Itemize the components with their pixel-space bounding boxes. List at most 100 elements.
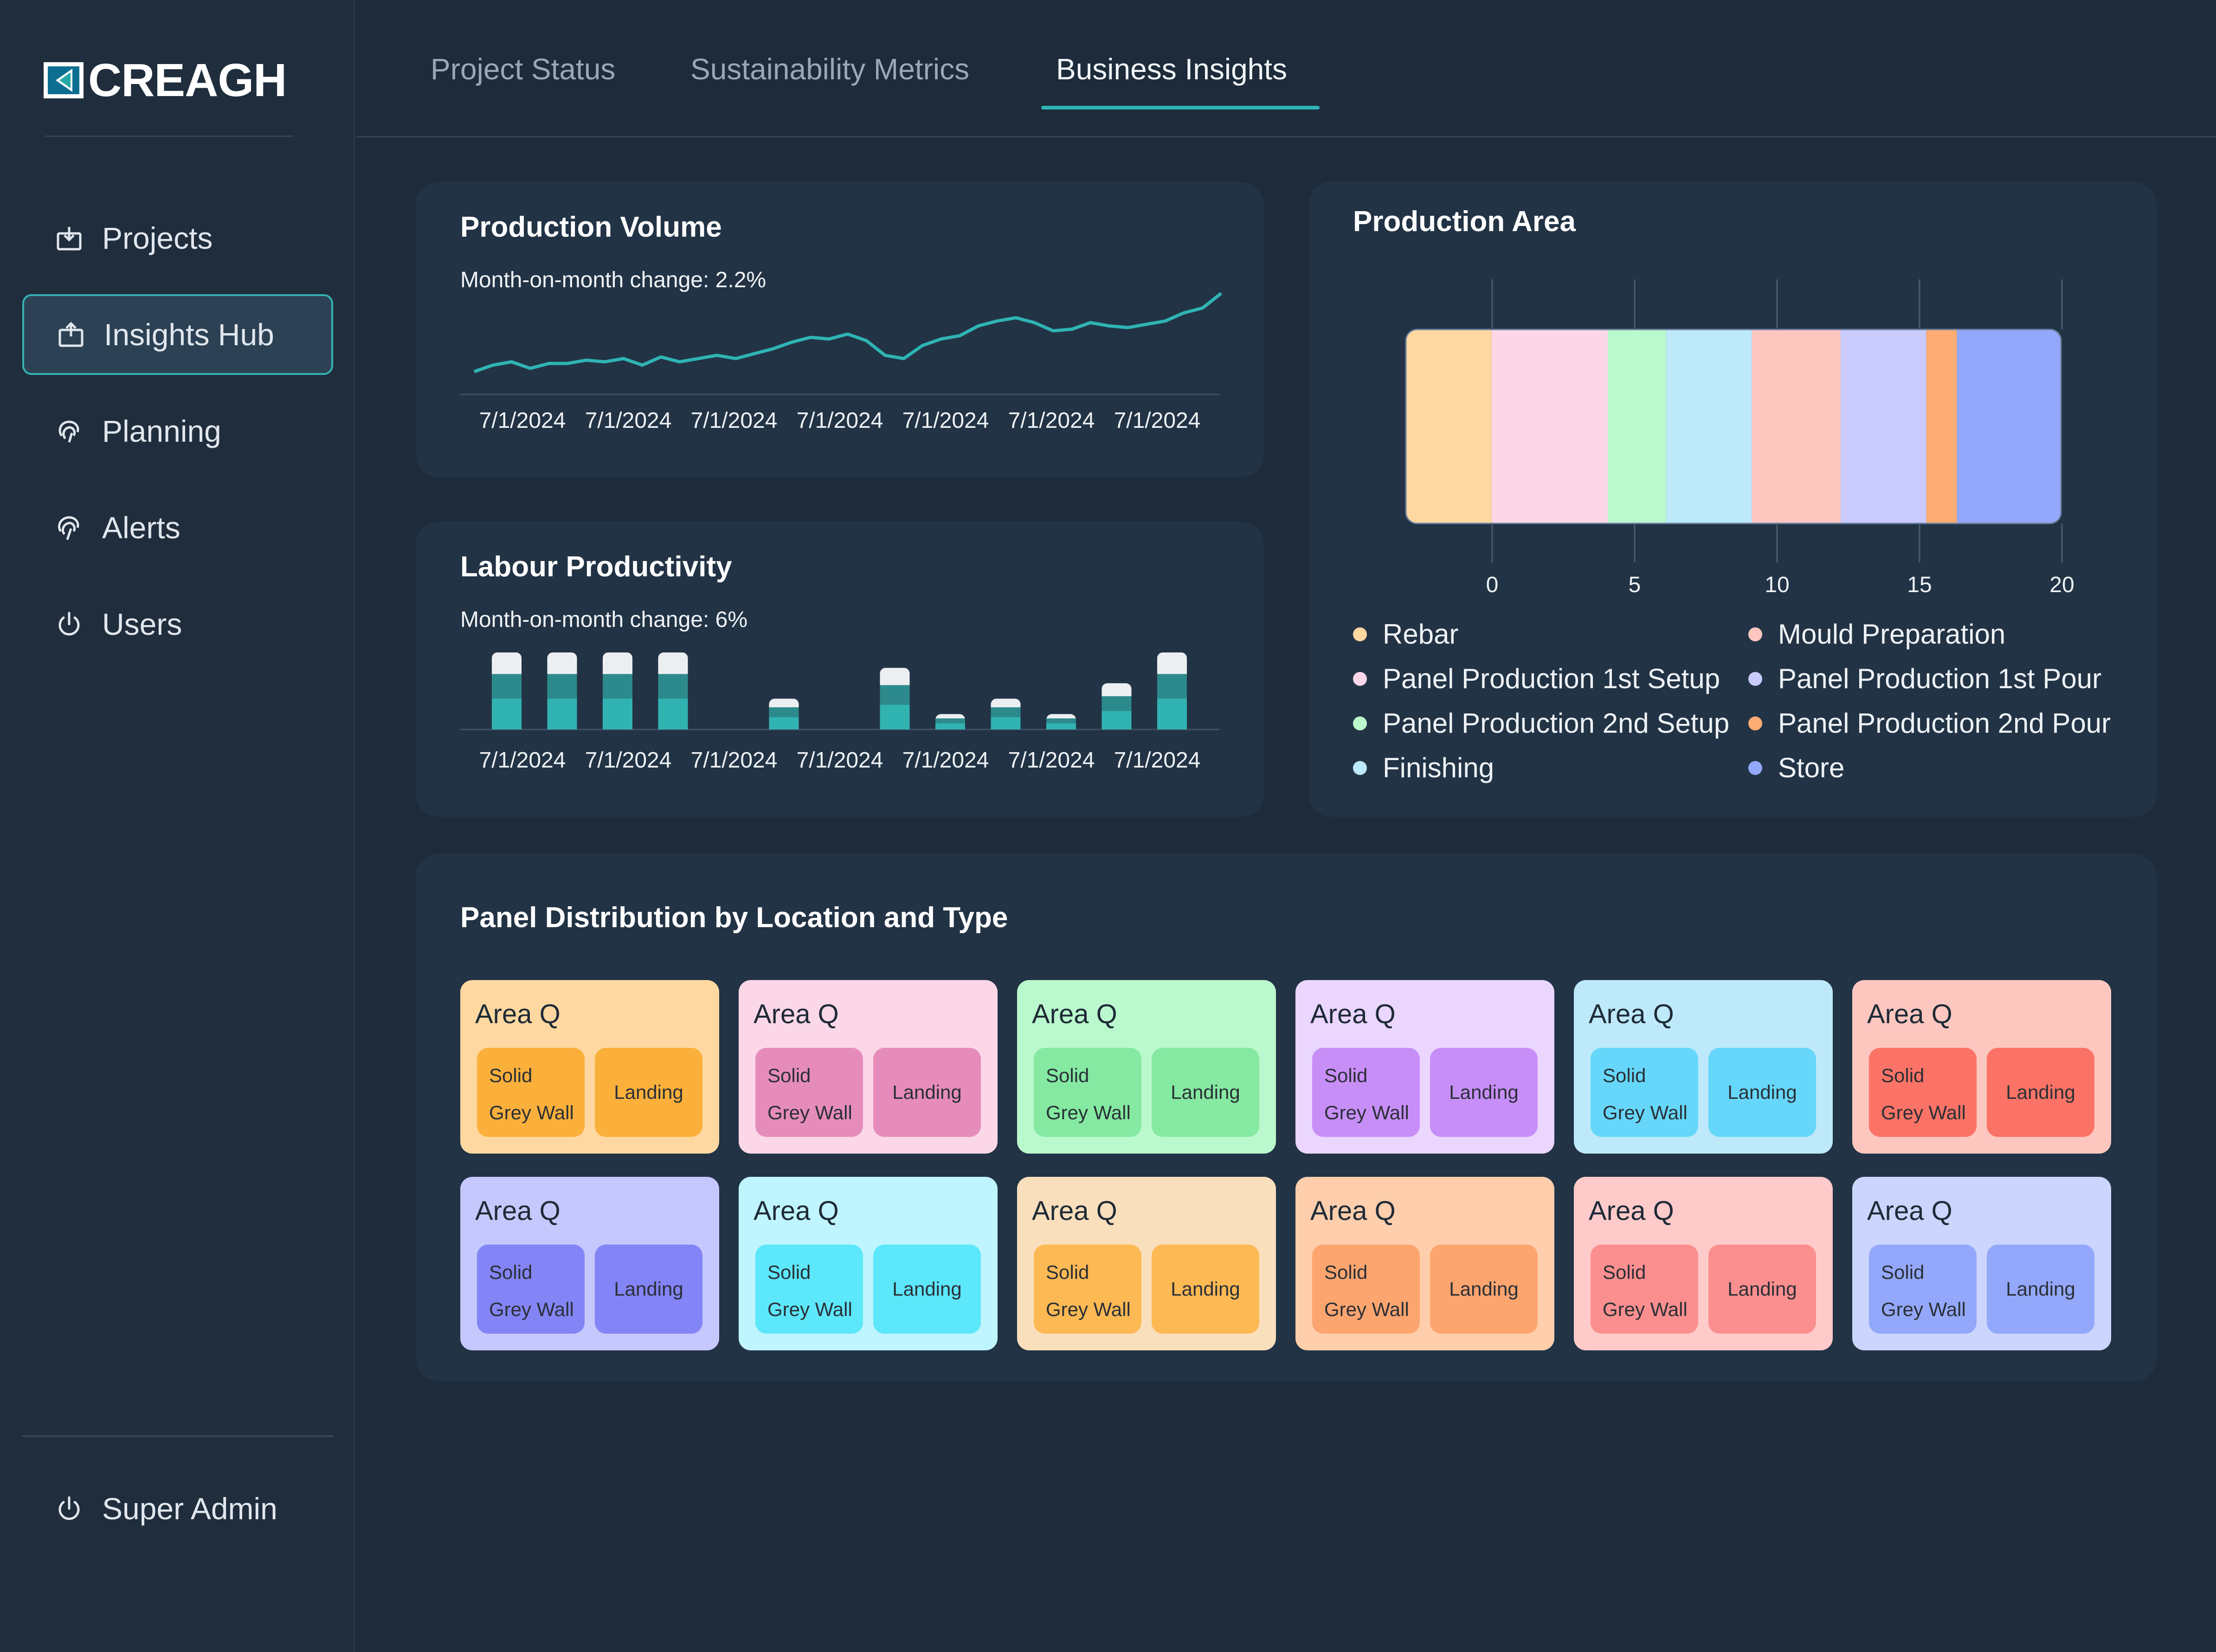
chip-solid-grey-wall[interactable]: Solid Grey Wall xyxy=(477,1245,585,1334)
chip-landing[interactable]: Landing xyxy=(873,1048,981,1137)
chip-landing[interactable]: Landing xyxy=(1152,1245,1259,1334)
card-title: Labour Productivity xyxy=(460,551,732,583)
chip-label: Landing xyxy=(1727,1081,1797,1103)
x-tick-label: 7/1/2024 xyxy=(797,748,883,773)
chip-solid-grey-wall[interactable]: Solid Grey Wall xyxy=(1869,1048,1977,1137)
sidebar-item-planning[interactable]: Planning xyxy=(22,391,333,471)
legend-swatch xyxy=(1748,716,1762,730)
legend-label: Panel Production 1st Setup xyxy=(1383,663,1720,694)
chip-label: Grey Wall xyxy=(489,1298,574,1320)
x-tick-label: 0 xyxy=(1486,573,1499,597)
chip-landing[interactable]: Landing xyxy=(595,1048,702,1137)
area-card[interactable]: Area Q Solid Grey Wall Landing xyxy=(1295,980,1554,1154)
area-card[interactable]: Area Q Solid Grey Wall Landing xyxy=(460,1177,719,1350)
production-volume-chart: 7/1/2024 7/1/2024 7/1/2024 7/1/2024 7/1/2024… xyxy=(460,292,1223,433)
x-tick-label: 5 xyxy=(1629,573,1641,597)
chip-solid-grey-wall[interactable]: Solid Grey Wall xyxy=(1312,1048,1420,1137)
legend-swatch xyxy=(1748,761,1762,775)
chip-solid-grey-wall[interactable]: Solid Grey Wall xyxy=(1312,1245,1420,1334)
sidebar-item-super-admin[interactable]: Super Admin xyxy=(22,1468,333,1549)
chip-solid-grey-wall[interactable]: Solid Grey Wall xyxy=(477,1048,585,1137)
legend-swatch xyxy=(1748,671,1762,686)
legend-swatch xyxy=(1353,761,1367,775)
card-title: Production Volume xyxy=(460,211,722,243)
chip-landing[interactable]: Landing xyxy=(1708,1245,1816,1334)
planning-icon xyxy=(54,416,84,446)
chip-label: Solid xyxy=(1324,1065,1368,1086)
brand-logo[interactable]: CREAGH xyxy=(44,57,287,103)
area-card[interactable]: Area Q Solid Grey Wall Landing xyxy=(739,1177,998,1350)
chip-landing[interactable]: Landing xyxy=(1708,1048,1816,1137)
chip-solid-grey-wall[interactable]: Solid Grey Wall xyxy=(1591,1245,1698,1334)
x-tick-label: 7/1/2024 xyxy=(1008,748,1095,773)
tab-project-status[interactable]: Project Status xyxy=(431,52,616,86)
chip-label: Grey Wall xyxy=(1881,1298,1966,1320)
legend-label: Rebar xyxy=(1383,619,1459,650)
x-tick-label: 7/1/2024 xyxy=(585,748,672,773)
x-tick-label: 7/1/2024 xyxy=(902,748,989,773)
legend-label: Panel Production 2nd Setup xyxy=(1383,708,1730,739)
chip-solid-grey-wall[interactable]: Solid Grey Wall xyxy=(1591,1048,1698,1137)
chip-label: Grey Wall xyxy=(767,1298,852,1320)
x-tick-label: 7/1/2024 xyxy=(1114,408,1201,433)
area-title: Area Q xyxy=(1867,999,1952,1029)
bar-segment xyxy=(1926,329,1957,523)
sidebar-divider xyxy=(22,1435,333,1437)
area-card[interactable]: Area Q Solid Grey Wall Landing xyxy=(739,980,998,1154)
chip-solid-grey-wall[interactable]: Solid Grey Wall xyxy=(1034,1048,1141,1137)
chip-solid-grey-wall[interactable]: Solid Grey Wall xyxy=(755,1245,863,1334)
chip-landing[interactable]: Landing xyxy=(1430,1048,1538,1137)
tab-business-insights[interactable]: Business Insights xyxy=(1056,52,1288,86)
area-card[interactable]: Area Q Solid Grey Wall Landing xyxy=(1574,1177,1833,1350)
chip-solid-grey-wall[interactable]: Solid Grey Wall xyxy=(1034,1245,1141,1334)
sidebar-item-users[interactable]: Users xyxy=(22,584,333,665)
x-tick-label: 20 xyxy=(2049,573,2074,597)
x-tick-label: 7/1/2024 xyxy=(797,408,883,433)
area-title: Area Q xyxy=(475,999,560,1029)
sidebar-item-insights-hub[interactable]: Insights Hub xyxy=(22,294,333,375)
chip-landing[interactable]: Landing xyxy=(1152,1048,1259,1137)
chip-label: Landing xyxy=(892,1081,962,1103)
chip-label: Landing xyxy=(614,1081,683,1103)
area-title: Area Q xyxy=(754,999,839,1029)
sidebar-item-projects[interactable]: Projects xyxy=(22,198,333,278)
bar xyxy=(880,668,910,729)
area-card[interactable]: Area Q Solid Grey Wall Landing xyxy=(1852,1177,2111,1350)
sidebar-item-label: Alerts xyxy=(102,510,180,545)
chip-label: Grey Wall xyxy=(1881,1102,1966,1123)
legend-item: Panel Production 2nd Setup xyxy=(1353,707,1729,739)
chip-label: Landing xyxy=(1171,1081,1240,1103)
power-icon xyxy=(54,1493,84,1524)
area-card[interactable]: Area Q Solid Grey Wall Landing xyxy=(1295,1177,1554,1350)
bar xyxy=(935,714,965,729)
chip-landing[interactable]: Landing xyxy=(595,1245,702,1334)
stacked-bar xyxy=(1406,329,2061,523)
area-card[interactable]: Area Q Solid Grey Wall Landing xyxy=(460,980,719,1154)
card-subtitle: Month-on-month change: 2.2% xyxy=(460,268,767,292)
chip-label: Grey Wall xyxy=(1603,1298,1688,1320)
chip-label: Solid xyxy=(1046,1261,1089,1283)
chip-landing[interactable]: Landing xyxy=(1987,1048,2094,1137)
legend-item: Panel Production 1st Pour xyxy=(1748,663,2101,695)
sidebar-item-alerts[interactable]: Alerts xyxy=(22,487,333,568)
chip-label: Landing xyxy=(2006,1081,2075,1103)
area-card[interactable]: Area Q Solid Grey Wall Landing xyxy=(1574,980,1833,1154)
insights-icon xyxy=(56,319,86,350)
tab-sustainability-metrics[interactable]: Sustainability Metrics xyxy=(690,52,970,86)
bar-segment xyxy=(1491,329,1608,523)
area-card[interactable]: Area Q Solid Grey Wall Landing xyxy=(1017,1177,1276,1350)
legend-label: Panel Production 2nd Pour xyxy=(1778,708,2111,739)
area-card[interactable]: Area Q Solid Grey Wall Landing xyxy=(1017,980,1276,1154)
logo-divider xyxy=(45,136,293,137)
sidebar-item-label: Users xyxy=(102,607,182,641)
chip-label: Grey Wall xyxy=(1324,1102,1409,1123)
area-card[interactable]: Area Q Solid Grey Wall Landing xyxy=(1852,980,2111,1154)
chip-label: Landing xyxy=(1449,1278,1519,1300)
chip-landing[interactable]: Landing xyxy=(1430,1245,1538,1334)
chip-solid-grey-wall[interactable]: Solid Grey Wall xyxy=(1869,1245,1977,1334)
chip-landing[interactable]: Landing xyxy=(1987,1245,2094,1334)
chip-solid-grey-wall[interactable]: Solid Grey Wall xyxy=(755,1048,863,1137)
chip-landing[interactable]: Landing xyxy=(873,1245,981,1334)
power-icon xyxy=(54,609,84,639)
bar-segment xyxy=(1406,329,1492,523)
